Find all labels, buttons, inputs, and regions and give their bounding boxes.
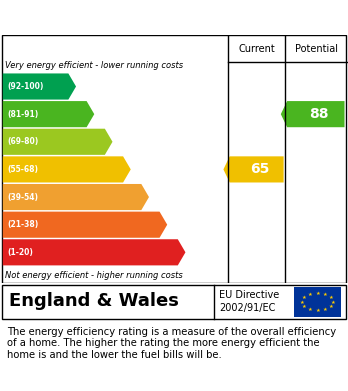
Text: B: B [95, 107, 105, 121]
Text: (69-80): (69-80) [7, 137, 38, 146]
Text: ★: ★ [328, 304, 333, 308]
Text: Potential: Potential [295, 44, 338, 54]
Polygon shape [3, 74, 76, 100]
Polygon shape [3, 156, 131, 183]
Text: England & Wales: England & Wales [9, 292, 179, 310]
Text: ★: ★ [315, 291, 320, 296]
Text: (39-54): (39-54) [7, 192, 38, 201]
Text: Current: Current [238, 44, 275, 54]
Text: D: D [132, 162, 143, 176]
Text: 88: 88 [309, 107, 329, 121]
Polygon shape [3, 239, 185, 265]
Text: ★: ★ [302, 295, 307, 300]
Text: F: F [168, 218, 177, 232]
Text: Energy Efficiency Rating: Energy Efficiency Rating [10, 10, 232, 25]
Text: ★: ★ [308, 292, 313, 297]
Bar [294, 287, 341, 317]
Text: The energy efficiency rating is a measure of the overall efficiency of a home. T: The energy efficiency rating is a measur… [7, 326, 336, 360]
Text: ★: ★ [300, 300, 305, 305]
Text: G: G [186, 245, 198, 259]
Text: C: C [113, 135, 124, 149]
Polygon shape [3, 184, 149, 210]
Text: ★: ★ [308, 307, 313, 312]
Polygon shape [281, 101, 345, 127]
Text: (1-20): (1-20) [7, 248, 33, 257]
Text: (81-91): (81-91) [7, 109, 38, 118]
Polygon shape [3, 101, 94, 127]
Text: 65: 65 [250, 162, 269, 176]
Text: (21-38): (21-38) [7, 220, 38, 229]
Text: Not energy efficient - higher running costs: Not energy efficient - higher running co… [5, 271, 183, 280]
Text: ★: ★ [323, 292, 327, 297]
Polygon shape [3, 129, 112, 155]
Polygon shape [223, 156, 284, 183]
Polygon shape [3, 212, 167, 238]
Text: ★: ★ [315, 308, 320, 313]
Text: ★: ★ [328, 295, 333, 300]
Text: ★: ★ [302, 304, 307, 308]
Text: ★: ★ [330, 300, 335, 305]
Text: ★: ★ [323, 307, 327, 312]
Text: (92-100): (92-100) [7, 82, 44, 91]
Text: EU Directive
2002/91/EC: EU Directive 2002/91/EC [219, 290, 279, 313]
Text: A: A [77, 79, 87, 93]
Text: Very energy efficient - lower running costs: Very energy efficient - lower running co… [5, 61, 183, 70]
Text: E: E [150, 190, 159, 204]
Text: (55-68): (55-68) [7, 165, 38, 174]
